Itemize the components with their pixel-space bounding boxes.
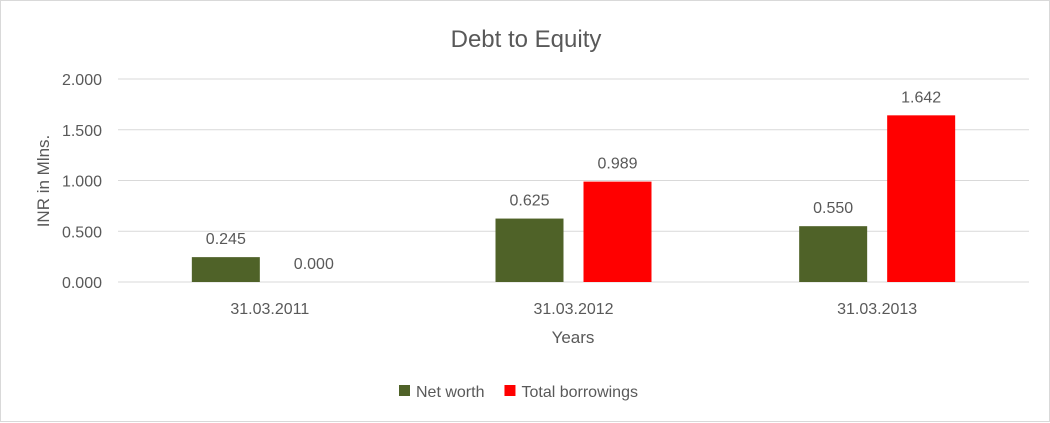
- legend-swatch: [399, 385, 410, 396]
- bar-net-worth: [495, 218, 564, 282]
- data-label: 0.625: [509, 193, 549, 210]
- x-tick-label: 31.03.2013: [837, 301, 917, 318]
- data-label: 1.642: [901, 89, 941, 106]
- y-tick-label: 1.000: [62, 174, 102, 191]
- data-label: 0.550: [813, 200, 853, 217]
- y-tick-label: 1.500: [62, 123, 102, 140]
- legend-swatch: [504, 385, 516, 396]
- bar-net-worth: [191, 257, 260, 282]
- data-label: 0.245: [206, 231, 246, 248]
- bar-net-worth: [799, 226, 868, 282]
- x-tick-label: 31.03.2011: [230, 301, 309, 318]
- bar-total-borrowings: [887, 115, 956, 282]
- legend-label: Total borrowings: [521, 384, 638, 401]
- chart-title: Debt to Equity: [451, 26, 602, 53]
- x-axis-label: Years: [552, 328, 595, 347]
- y-tick-label: 0.500: [62, 224, 102, 241]
- bar-total-borrowings: [583, 181, 652, 282]
- data-label: 0.000: [294, 256, 334, 273]
- y-tick-label: 0.000: [62, 275, 102, 292]
- legend-label: Net worth: [416, 384, 484, 401]
- data-label: 0.989: [597, 156, 637, 173]
- y-axis-label: INR in Mlns.: [34, 135, 53, 228]
- x-tick-label: 31.03.2012: [533, 301, 613, 318]
- y-tick-label: 2.000: [62, 72, 102, 89]
